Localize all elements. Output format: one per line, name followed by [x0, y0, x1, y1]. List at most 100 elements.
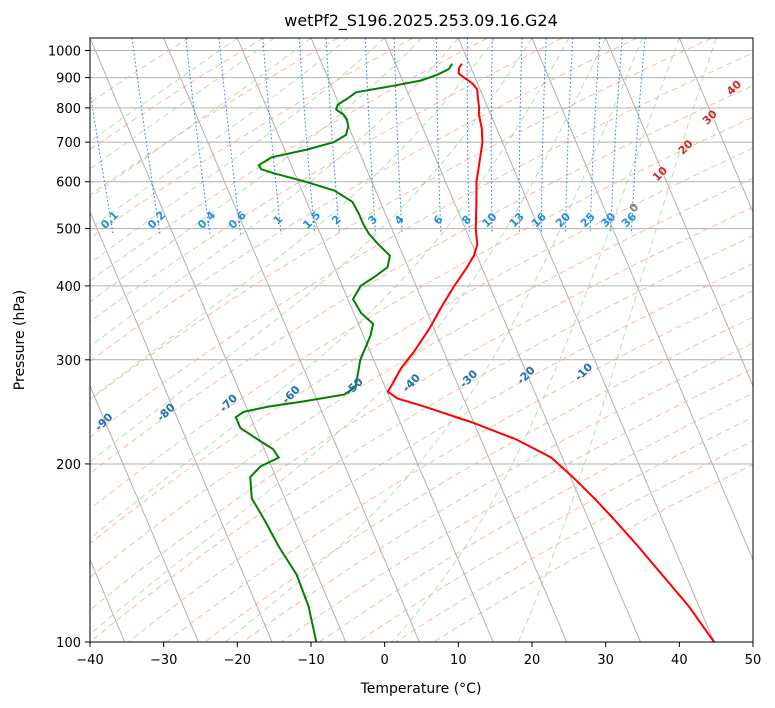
isotherm-line	[678, 38, 753, 214]
profile-line	[234, 63, 454, 642]
mixing-ratio-line	[90, 88, 114, 234]
dry-adiabat-line	[204, 316, 753, 642]
dry-adiabat-label: -80	[155, 401, 178, 424]
x-tick-label: −20	[224, 653, 251, 668]
dry-adiabat-line	[128, 263, 753, 642]
y-tick-label: 200	[56, 458, 81, 473]
dry-adiabat-label: -70	[217, 391, 240, 414]
dry-adiabat-label: -50	[343, 375, 366, 398]
dry-adiabat-line	[90, 38, 414, 240]
dry-adiabat-line	[90, 85, 753, 475]
dry-adiabat-line	[90, 235, 753, 642]
dry-adiabat-line	[90, 38, 488, 282]
dry-adiabat-line	[166, 290, 753, 642]
dry-adiabat-line	[90, 38, 264, 151]
y-tick-label: 600	[56, 176, 81, 191]
mixing-ratio-line	[490, 38, 493, 234]
mixing-ratio-line	[364, 38, 377, 234]
y-tick-label: 700	[56, 136, 81, 151]
moist-adiabat-label: 30	[700, 107, 720, 127]
isotherm-line	[605, 38, 753, 388]
dry-adiabat-line	[90, 38, 712, 401]
mixing-ratio-label: 20	[553, 210, 573, 230]
mixing-ratio-line	[518, 38, 523, 234]
moist-adiabat-label: 10	[650, 164, 670, 184]
y-tick-label: 400	[56, 280, 81, 295]
mixing-ratio-label: 10	[480, 210, 500, 230]
moist-adiabat-line	[90, 38, 238, 143]
dry-adiabat-line	[90, 177, 753, 578]
mixing-ratio-label: 4	[392, 213, 407, 228]
x-tick-label: −30	[150, 653, 177, 668]
dry-adiabat-line	[433, 463, 753, 642]
mixing-ratio-label: 1	[271, 213, 286, 228]
background-lines	[90, 38, 753, 642]
x-tick-label: −40	[76, 653, 103, 668]
mixing-ratio-line	[393, 38, 403, 234]
isotherm-line	[90, 38, 347, 642]
isotherm-line	[163, 38, 420, 642]
moist-adiabat-line	[90, 38, 607, 636]
mixing-ratio-label: 3	[365, 213, 380, 228]
y-tick-label: 300	[56, 354, 81, 369]
dry-adiabat-line	[90, 38, 563, 323]
dry-adiabat-line	[90, 52, 753, 438]
x-tick-label: 40	[671, 653, 688, 668]
dry-adiabat-line	[242, 342, 753, 642]
moist-adiabat-line	[90, 38, 459, 348]
y-tick-label: 900	[56, 72, 81, 87]
moist-adiabat-line	[90, 38, 570, 540]
mixing-ratio-line	[185, 38, 211, 234]
mixing-ratio-line	[218, 38, 241, 234]
mixing-ratio-line	[466, 38, 470, 234]
x-axis-title: Temperature (°C)	[360, 681, 482, 697]
x-tick-label: 30	[597, 653, 614, 668]
isotherm-line	[531, 38, 753, 562]
moist-adiabat-line	[90, 38, 496, 400]
isotherm-line	[90, 210, 273, 642]
mixing-ratio-label: 13	[507, 210, 527, 230]
mixing-ratio-line	[540, 38, 547, 234]
x-tick-label: 20	[524, 653, 541, 668]
moist-adiabat-label: 40	[724, 78, 744, 98]
y-tick-label: 1000	[48, 45, 81, 60]
mixing-ratio-line	[610, 38, 623, 234]
isotherm-line	[752, 38, 753, 40]
plot-frame	[89, 37, 754, 643]
chart-title: wetPf2_S196.2025.253.09.16.G24	[284, 11, 558, 31]
axis-ticks: −40 −30 −20 −10 0 10 20 30 40 5010009008007006005…	[48, 45, 761, 668]
dry-adiabat-line	[357, 416, 753, 642]
dry-adiabat-label: -100	[33, 414, 62, 443]
isotherm-line	[384, 38, 641, 642]
mixing-ratio-label: 2	[329, 213, 344, 228]
x-tick-label: −10	[297, 653, 324, 668]
moist-adiabat-line	[90, 38, 312, 199]
mixing-ratio-line	[131, 38, 161, 234]
isotherm-line	[90, 384, 199, 642]
y-tick-label: 800	[56, 102, 81, 117]
mixing-ratio-line	[325, 38, 340, 234]
dry-adiabat-label: -40	[400, 371, 423, 394]
moist-adiabat-line	[90, 38, 533, 463]
dry-adiabat-label: -10	[572, 360, 595, 383]
moist-adiabat-line	[224, 38, 643, 642]
profile-line	[386, 63, 715, 642]
moist-adiabat-line	[90, 38, 275, 170]
dry-adiabat-line	[90, 147, 753, 545]
mixing-ratio-line	[298, 38, 316, 234]
moist-adiabat-line	[517, 38, 717, 642]
mixing-ratio-label: 6	[431, 213, 446, 228]
mixing-ratio-label: 25	[578, 210, 598, 230]
isotherm-line	[236, 38, 494, 642]
y-axis-title: Pressure (hPa)	[12, 290, 28, 390]
mixing-ratio-line	[630, 38, 646, 234]
x-tick-label: 10	[450, 653, 467, 668]
y-tick-label: 500	[56, 223, 81, 238]
x-tick-label: 0	[381, 653, 389, 668]
profile-series	[234, 63, 715, 642]
x-tick-label: 50	[745, 653, 762, 668]
mixing-ratio-line	[435, 38, 442, 234]
moist-adiabat-line	[90, 38, 422, 303]
moist-adiabat-line	[391, 38, 680, 642]
